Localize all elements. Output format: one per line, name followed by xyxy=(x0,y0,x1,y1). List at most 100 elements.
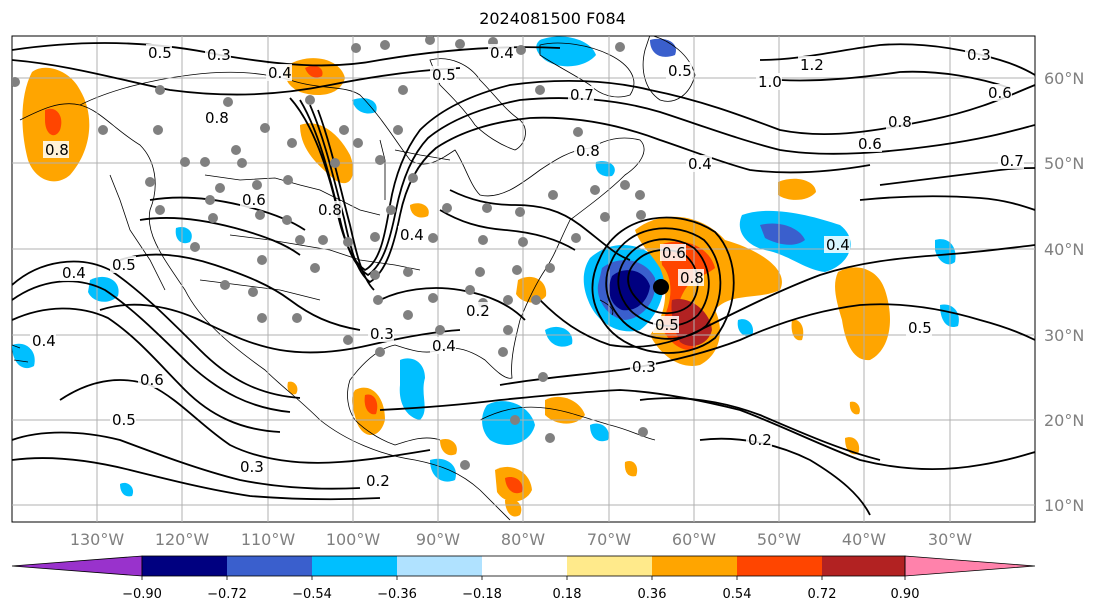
contour-label-bg xyxy=(686,155,712,172)
contour-label-bg xyxy=(965,46,991,63)
lon-label-120w: 120°W xyxy=(155,530,210,549)
contour-label-bg xyxy=(678,269,704,286)
contour-label-bg xyxy=(824,236,850,253)
contour-label: 0.5 xyxy=(908,319,932,337)
contour-label-bg xyxy=(906,319,932,336)
contour-label-bg xyxy=(60,264,86,281)
lat-label-20n: 20°N xyxy=(1044,411,1084,430)
contour-labels: 0.5 0.3 0.4 0.5 0.4 0.5 0.7 1.0 1.2 0.3 0.6 0.8 0.6 0… xyxy=(30,44,1024,490)
contour-label-bg xyxy=(660,244,686,261)
colorbar-tick-label: 0.54 xyxy=(723,587,752,602)
contour-label: 0.2 xyxy=(466,302,490,320)
contour-label-bg xyxy=(746,431,772,448)
contour-label: 0.7 xyxy=(570,86,594,104)
contour-label-bg xyxy=(138,371,164,388)
contour-label: 0.3 xyxy=(632,358,656,376)
colorbar-tick-label: 0.36 xyxy=(638,587,667,602)
contour-label-bg xyxy=(630,358,656,375)
contour-label-bg xyxy=(986,84,1012,101)
contour-label-bg xyxy=(203,109,229,126)
contour-label: 0.5 xyxy=(112,256,136,274)
colorbar-extend-high xyxy=(904,555,1036,577)
contour-label: 0.7 xyxy=(1000,152,1024,170)
contour-label: 0.4 xyxy=(268,64,292,82)
lon-label-50w: 50°W xyxy=(757,530,801,549)
contour-label: 1.2 xyxy=(800,56,824,74)
contour-label-bg xyxy=(43,141,69,158)
contour-label-bg xyxy=(798,56,824,73)
gridlines xyxy=(12,36,1035,522)
contour-label: 0.8 xyxy=(680,269,704,287)
contour-label-bg xyxy=(368,325,394,342)
contour-label-bg xyxy=(998,152,1024,169)
colorbar-tick-label: −0.54 xyxy=(292,587,332,602)
colorbar-segment xyxy=(227,556,312,576)
contour-label: 0.4 xyxy=(490,44,514,62)
contour-label-bg xyxy=(666,62,692,79)
lon-label-100w: 100°W xyxy=(326,530,381,549)
contour-label-bg xyxy=(146,44,172,61)
contour-label-bg xyxy=(756,73,782,90)
contour-label-bg xyxy=(240,191,266,208)
lon-label-70w: 70°W xyxy=(587,530,631,549)
colorbar-tick-label: −0.18 xyxy=(462,587,502,602)
contour-label: 0.6 xyxy=(988,84,1012,102)
contour-label: 0.2 xyxy=(366,472,390,490)
colorbar-segment xyxy=(397,556,482,576)
contour-label-bg xyxy=(430,337,456,354)
lon-label-130w: 130°W xyxy=(70,530,125,549)
contour-label-bg xyxy=(886,113,912,130)
colorbar-extend-low xyxy=(11,555,143,577)
contour-label-bg xyxy=(364,472,390,489)
contour-label: 0.5 xyxy=(432,66,456,84)
colorbar-segment xyxy=(822,556,905,576)
contour-label: 0.4 xyxy=(826,236,850,254)
lon-label-40w: 40°W xyxy=(842,530,886,549)
lat-label-30n: 30°N xyxy=(1044,326,1084,345)
colorbar-tick-label: 0.90 xyxy=(891,587,920,602)
contour-label: 0.6 xyxy=(858,135,882,153)
contour-label-bg xyxy=(574,142,600,159)
contour-label: 0.8 xyxy=(45,141,69,159)
contour-label-bg xyxy=(110,256,136,273)
map-title: 2024081500 F084 xyxy=(479,9,626,28)
contour-label-bg xyxy=(464,302,490,319)
contour-label: 0.6 xyxy=(662,244,686,262)
colorbar-segment xyxy=(567,556,652,576)
contour-label: 0.2 xyxy=(748,431,772,449)
colorbar-tick-label: 0.72 xyxy=(808,587,837,602)
colorbar-segment xyxy=(737,556,822,576)
contour-label-bg xyxy=(398,226,424,243)
contour-label: 0.5 xyxy=(148,44,172,62)
lon-label-90w: 90°W xyxy=(416,530,460,549)
contour-label-bg xyxy=(488,44,514,61)
contour-label: 0.4 xyxy=(432,337,456,355)
contour-label-bg xyxy=(653,316,679,333)
lon-label-60w: 60°W xyxy=(672,530,716,549)
colorbar-outline xyxy=(141,555,906,577)
colorbar-tick-label: −0.72 xyxy=(207,587,247,602)
contour-label: 0.6 xyxy=(242,191,266,209)
contour-label-bg xyxy=(316,201,342,218)
latitude-labels: 60°N 50°N 40°N 30°N 20°N 10°N xyxy=(1044,69,1084,515)
contour-label: 0.5 xyxy=(668,62,692,80)
colorbar-tick-label: 0.18 xyxy=(553,587,582,602)
contour-label: 0.6 xyxy=(140,371,164,389)
contour-label: 0.8 xyxy=(205,109,229,127)
contour-label-bg xyxy=(30,332,56,349)
longitude-labels: 130°W 120°W 110°W 100°W 90°W 80°W 70°W 6… xyxy=(70,530,972,549)
contour-label: 0.8 xyxy=(576,142,600,160)
contour-label: 0.3 xyxy=(207,46,231,64)
colorbar-tick-label: −0.90 xyxy=(122,587,162,602)
contour-label-bg xyxy=(856,135,882,152)
colorbar-segment xyxy=(482,556,567,576)
observation-dots xyxy=(12,36,648,470)
low-center-marker xyxy=(653,279,669,295)
colorbar-segment xyxy=(652,556,737,576)
map-content: 0.5 0.3 0.4 0.5 0.4 0.5 0.7 1.0 1.2 0.3 0.6 0.8 0.6 0… xyxy=(12,36,1035,522)
contour-label-bg xyxy=(430,66,456,83)
contour-label: 0.3 xyxy=(370,325,394,343)
colorbar-ticks xyxy=(141,576,906,580)
lat-label-10n: 10°N xyxy=(1044,496,1084,515)
